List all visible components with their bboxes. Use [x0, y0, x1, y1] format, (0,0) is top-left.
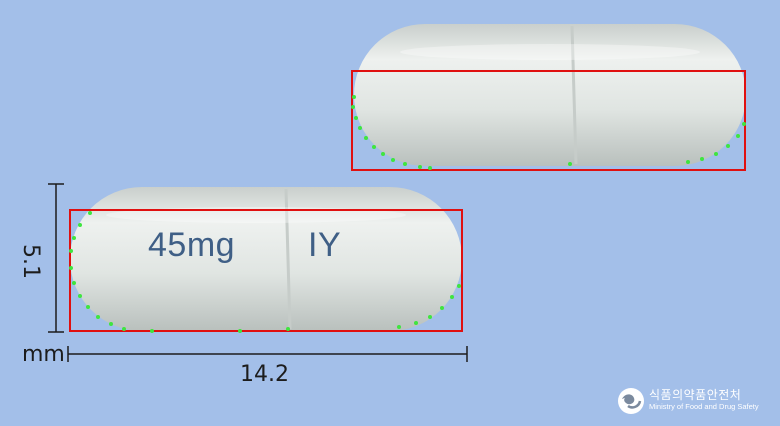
imprint-code: IY: [308, 226, 342, 264]
capsule-body: [70, 187, 462, 331]
logo-korean-text: 식품의약품안전처: [649, 388, 742, 402]
logo-english-text: Ministry of Food and Drug Safety: [649, 402, 759, 411]
unit-label: mm: [22, 342, 65, 367]
bounding-box: [69, 209, 463, 332]
emblem-icon: [618, 388, 644, 414]
edge-points: [351, 95, 746, 170]
edge-points: [69, 211, 461, 333]
capsule-back-view: [350, 22, 750, 174]
capsule-front-view: 45mg IY: [66, 183, 466, 337]
capsule-seam: [570, 25, 578, 165]
length-value: 14.2: [240, 362, 289, 387]
width-value: 5.1: [18, 244, 43, 279]
mfds-logo: 식품의약품안전처 Ministry of Food and Drug Safet…: [617, 386, 767, 416]
capsule-seam: [284, 188, 292, 330]
capsule-body: [354, 24, 746, 166]
imprint-strength: 45mg: [148, 226, 236, 264]
bounding-box: [351, 70, 746, 171]
